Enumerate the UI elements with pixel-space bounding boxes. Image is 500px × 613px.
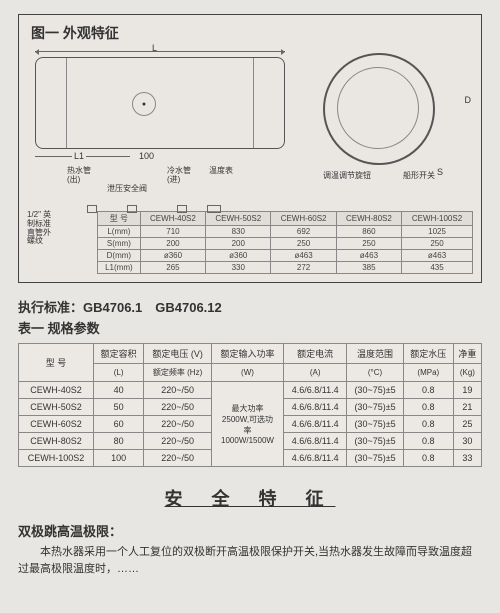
col-temp: 温度范围 <box>347 344 403 364</box>
circle-inner <box>337 67 419 149</box>
tank-body <box>35 57 285 149</box>
safety-subheading: 双极跳高温极限： <box>18 521 482 540</box>
table1-title: 表一 规格参数 <box>18 318 482 337</box>
col-power: 额定输入功率 <box>211 344 283 364</box>
front-view: D S 调温调节旋钮 船形开关 <box>313 47 473 207</box>
standards-section: 执行标准：GB4706.1 GB4706.12 表一 规格参数 型 号 额定容积… <box>18 297 482 467</box>
safety-title: 安 全 特 征 <box>18 485 482 511</box>
ship-switch-label: 船形开关 <box>403 172 435 181</box>
dim-header: CEWH-60S2 <box>271 212 336 226</box>
tank-seam <box>66 58 67 148</box>
col-weight: 净重 <box>453 344 481 364</box>
cold-pipe-label: 冷水管 (进) <box>167 167 191 185</box>
safety-body: 本热水器采用一个人工复位的双极断开高温极限保护开关,当热水器发生故障而导致温度超… <box>18 544 482 577</box>
col-capacity: 额定容积 <box>94 344 144 364</box>
dimension-table: 型 号CEWH-40S2CEWH-50S2CEWH-60S2CEWH-80S2C… <box>97 211 473 274</box>
figure-title: 图一 外观特征 <box>27 23 473 43</box>
thread-label: 1/2" 英 制标准 直管外 螺纹 <box>27 211 87 274</box>
col-pressure: 额定水压 <box>403 344 453 364</box>
side-view: L ● L1 100 热水管 (出) 冷水管 (进) 温度表 泄压安全阀 <box>27 47 307 207</box>
dim-L-label: L <box>152 43 157 53</box>
dim-header: CEWH-80S2 <box>336 212 401 226</box>
figure-panel: 图一 外观特征 L ● L1 100 热水管 (出) 冷水管 (进) <box>18 14 482 283</box>
dim-100-label: 100 <box>139 151 154 161</box>
standards-line: 执行标准：GB4706.1 GB4706.12 <box>18 297 482 316</box>
dim-header: CEWH-40S2 <box>140 212 205 226</box>
col-current: 额定电流 <box>284 344 347 364</box>
temp-knob-label: 调温调节旋钮 <box>323 172 371 181</box>
power-note: 最大功率 2500W,可选功 率 1000W/1500W <box>211 382 283 467</box>
dim-L-line <box>35 51 285 52</box>
hot-pipe-label: 热水管 (出) <box>67 167 91 185</box>
safety-valve-label: 泄压安全阀 <box>107 185 147 194</box>
dim-header: CEWH-50S2 <box>206 212 271 226</box>
brand-badge: ● <box>132 92 156 116</box>
spec-table: 型 号 额定容积 额定电压 (V) 额定输入功率 额定电流 温度范围 额定水压 … <box>18 343 482 467</box>
tank-seam <box>253 58 254 148</box>
dim-S-label: S <box>437 167 443 177</box>
col-voltage: 额定电压 (V) <box>144 344 212 364</box>
dim-header: CEWH-100S2 <box>402 212 473 226</box>
hot-port <box>87 205 97 213</box>
dim-D-label: D <box>465 95 472 105</box>
dim-header: 型 号 <box>98 212 141 226</box>
dim-L1-label: L1 <box>72 151 86 161</box>
cold-port <box>177 205 187 213</box>
temp-gauge-label: 温度表 <box>209 167 233 176</box>
col-model: 型 号 <box>19 344 94 382</box>
valve-port <box>127 205 137 213</box>
gauge-port <box>207 205 221 213</box>
